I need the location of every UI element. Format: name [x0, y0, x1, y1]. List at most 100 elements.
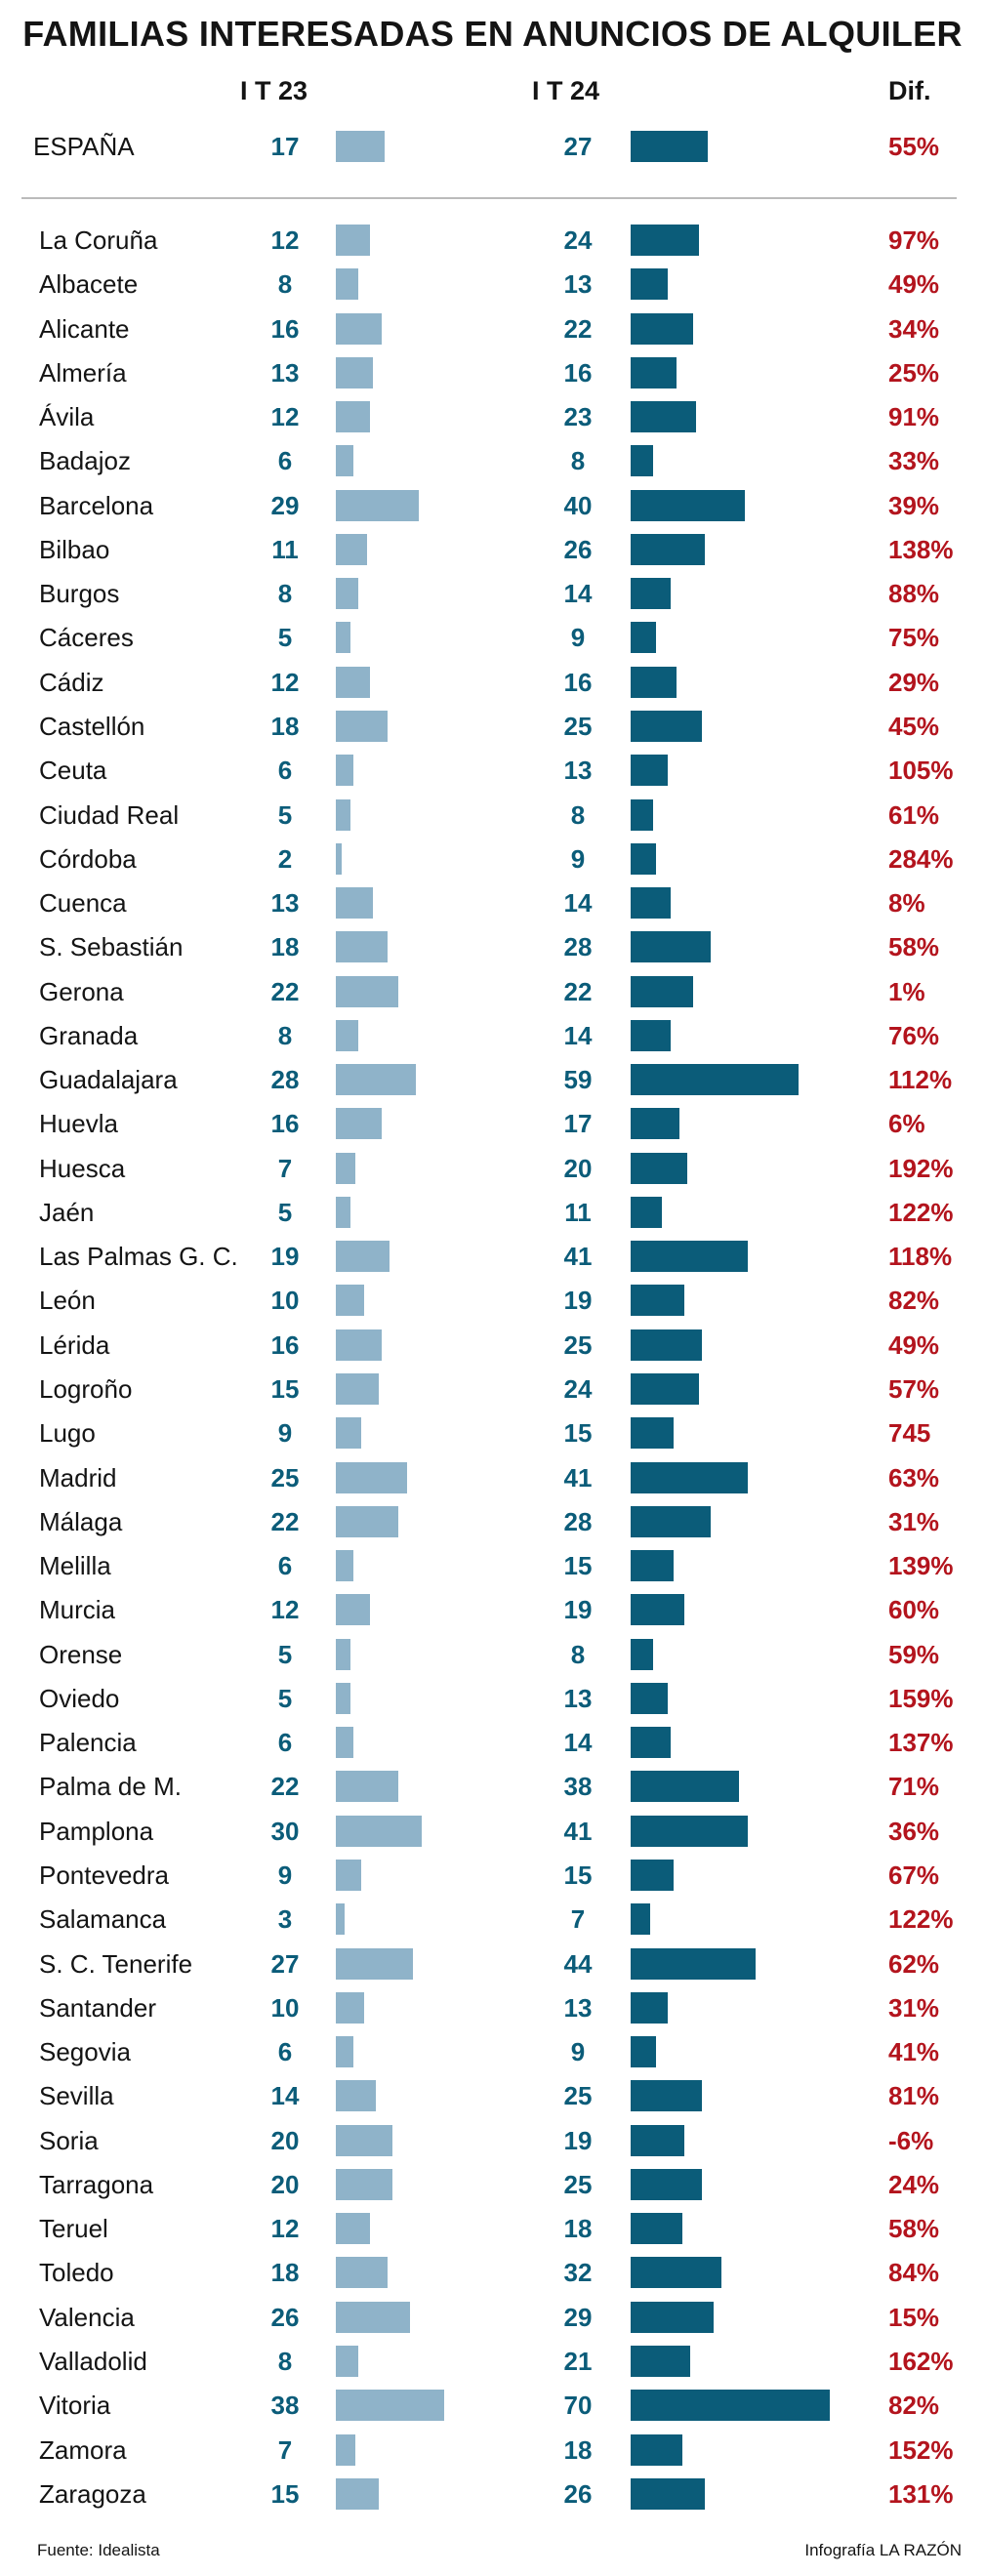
- value-it23-13: 5: [277, 800, 293, 830]
- bar-it23-13: [336, 799, 350, 831]
- value-it23-34: 6: [277, 1728, 293, 1757]
- row-label: Salamanca: [39, 1904, 167, 1934]
- bar-it23-51: [336, 2478, 379, 2510]
- row-label: Guadalajara: [39, 1065, 178, 1094]
- bar-it24-4: [631, 401, 697, 432]
- row-label: Cádiz: [39, 668, 104, 697]
- row-label: Gerona: [39, 977, 124, 1006]
- bar-it23-36: [336, 1816, 422, 1847]
- dif-6: 39%: [888, 491, 940, 520]
- bar-it23-7: [336, 534, 368, 565]
- value-it24-16: 28: [563, 932, 593, 961]
- chart-title: FAMILIAS INTERESADAS EN ANUNCIOS DE ALQU…: [22, 14, 963, 54]
- value-it23-3: 13: [270, 358, 300, 388]
- row-label: La Coruña: [39, 225, 158, 255]
- row-label: Zamora: [39, 2435, 127, 2465]
- dif-33: 159%: [888, 1684, 954, 1713]
- value-it23-27: 9: [277, 1418, 293, 1448]
- bar-it23-49: [336, 2390, 444, 2421]
- dif-7: 138%: [888, 535, 954, 564]
- bar-it24-35: [631, 1771, 739, 1802]
- dif-48: 162%: [888, 2347, 954, 2376]
- dif-28: 63%: [888, 1463, 940, 1492]
- dif-2: 34%: [888, 314, 940, 344]
- bar-it24-13: [631, 799, 654, 831]
- total-label: ESPAÑA: [33, 132, 135, 161]
- row-label: Badajoz: [39, 446, 131, 475]
- bar-it23-0: [336, 225, 371, 256]
- bar-it24-38: [631, 1903, 651, 1935]
- column-header-dif: Dif.: [888, 76, 931, 105]
- bar-it24-26: [631, 1373, 700, 1405]
- dif-23: 118%: [888, 1242, 953, 1271]
- bar-it24-27: [631, 1417, 674, 1449]
- bar-it23-43: [336, 2125, 393, 2156]
- value-it24-51: 26: [563, 2479, 593, 2509]
- bar-it24-36: [631, 1816, 748, 1847]
- dif-17: 1%: [888, 977, 925, 1006]
- value-it23-40: 10: [270, 1993, 300, 2023]
- value-it23-44: 20: [270, 2170, 300, 2199]
- bar-it24-21: [631, 1153, 688, 1184]
- bar-it23-35: [336, 1771, 399, 1802]
- row-label: Burgos: [39, 579, 120, 608]
- row-label: Las Palmas G. C.: [39, 1242, 238, 1271]
- bar-it24-6: [631, 490, 745, 521]
- bar-it23-22: [336, 1197, 350, 1228]
- value-it24-0: 24: [563, 225, 593, 255]
- bar-it24-25: [631, 1329, 702, 1361]
- row-label: Zaragoza: [39, 2479, 146, 2509]
- dif-13: 61%: [888, 800, 940, 830]
- row-label: Oviedo: [39, 1684, 120, 1713]
- value-it23-26: 15: [270, 1374, 300, 1404]
- bar-it24-24: [631, 1285, 685, 1316]
- bar-it24-10: [631, 667, 677, 698]
- bar-it24-51: [631, 2478, 705, 2510]
- value-it23-10: 12: [270, 668, 300, 697]
- bar-it24-19: [631, 1064, 800, 1095]
- separator-rule: [21, 197, 957, 199]
- value-it23-9: 5: [277, 623, 293, 652]
- dif-8: 88%: [888, 579, 940, 608]
- bar-it24-50: [631, 2434, 682, 2466]
- bar-it23-45: [336, 2213, 371, 2244]
- value-it24-6: 40: [563, 491, 593, 520]
- value-it23-50: 7: [277, 2435, 293, 2465]
- value-it23-24: 10: [270, 1286, 300, 1315]
- dif-1: 49%: [888, 269, 940, 299]
- value-it23-42: 14: [270, 2081, 300, 2110]
- row-label: Murcia: [39, 1595, 116, 1624]
- value-it24-39: 44: [563, 1949, 593, 1979]
- value-it24-50: 18: [563, 2435, 593, 2465]
- value-it23-30: 6: [277, 1551, 293, 1580]
- row-label: Ávila: [39, 402, 95, 431]
- bar-it24-31: [631, 1594, 685, 1625]
- bar-it24-44: [631, 2169, 702, 2200]
- bar-it23-2: [336, 313, 382, 345]
- bar-it23-25: [336, 1329, 382, 1361]
- dif-26: 57%: [888, 1374, 940, 1404]
- value-it24-15: 14: [563, 888, 593, 918]
- bar-it24-37: [631, 1860, 674, 1891]
- dif-11: 45%: [888, 712, 940, 741]
- row-label: Pamplona: [39, 1817, 154, 1846]
- row-label: Córdoba: [39, 844, 137, 874]
- bar-it23-14: [336, 843, 342, 875]
- bar-it23-17: [336, 976, 399, 1007]
- value-it24-32: 8: [570, 1640, 586, 1669]
- row-label: S. Sebastián: [39, 932, 184, 961]
- bar-it23-11: [336, 711, 388, 742]
- bar-it23-8: [336, 578, 359, 609]
- row-label: Toledo: [39, 2258, 114, 2287]
- value-it23-23: 19: [270, 1242, 300, 1271]
- bar-it23-24: [336, 1285, 365, 1316]
- bar-it24-2: [631, 313, 694, 345]
- bar-it24-39: [631, 1948, 757, 1980]
- bar-it24-18: [631, 1020, 671, 1051]
- value-it24-20: 17: [563, 1109, 593, 1138]
- row-label: Cáceres: [39, 623, 134, 652]
- bar-it23-38: [336, 1903, 345, 1935]
- value-it24-34: 14: [563, 1728, 593, 1757]
- row-label: Vitoria: [39, 2391, 111, 2420]
- dif-4: 91%: [888, 402, 940, 431]
